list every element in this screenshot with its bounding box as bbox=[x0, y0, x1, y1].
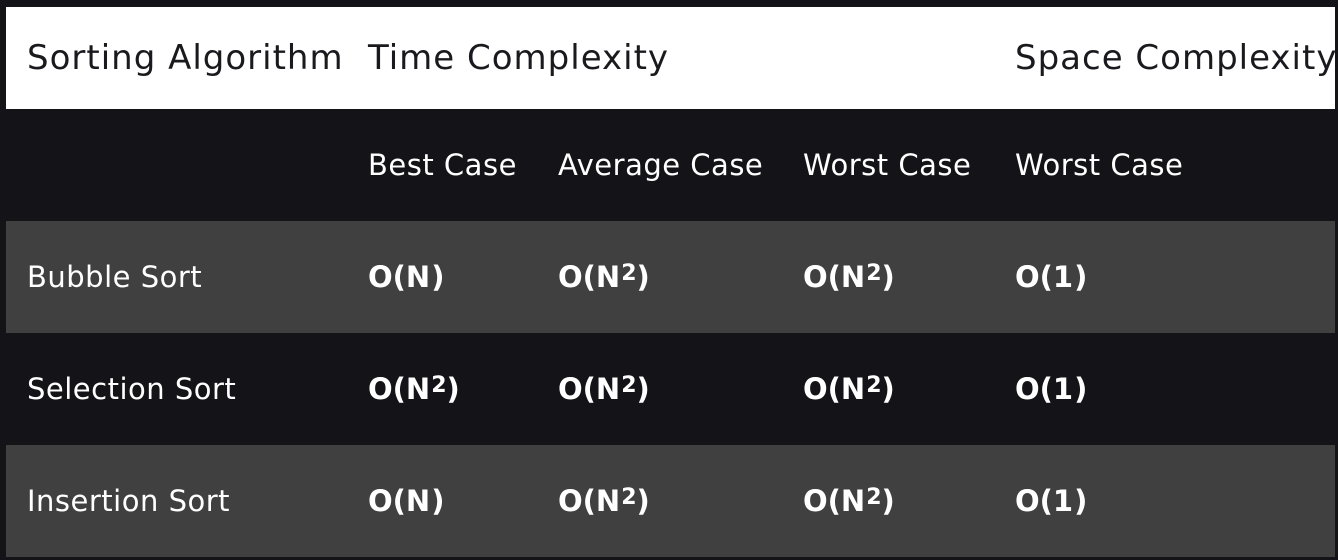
worst-case-value: O(N 2) bbox=[803, 484, 895, 518]
worst-case-value: O(N 2) bbox=[803, 372, 895, 406]
space-complexity-value: O(1) bbox=[1015, 484, 1088, 518]
header-space-complexity: Space Complexity bbox=[1015, 38, 1338, 78]
algorithm-name: Insertion Sort bbox=[27, 484, 231, 518]
header-time-complexity: Time Complexity bbox=[368, 38, 670, 78]
table-row: Selection Sort O(N 2) O(N 2) O(N 2) O(1) bbox=[6, 333, 1335, 445]
best-case-value: O(N) bbox=[368, 484, 445, 518]
algorithm-name: Selection Sort bbox=[27, 372, 237, 406]
table-row: Insertion Sort O(N) O(N 2) O(N 2) O(1) bbox=[6, 445, 1335, 557]
table-row: Bubble Sort O(N) O(N 2) O(N 2) O(1) bbox=[6, 221, 1335, 333]
table-subheader-row: Best Case Average Case Worst Case Worst … bbox=[6, 109, 1335, 221]
subheader-worst-case: Worst Case bbox=[803, 148, 972, 182]
space-complexity-value: O(1) bbox=[1015, 372, 1088, 406]
average-case-value: O(N 2) bbox=[558, 372, 650, 406]
average-case-value: O(N 2) bbox=[558, 260, 650, 294]
header-sorting-algorithm: Sorting Algorithm bbox=[27, 38, 344, 78]
algorithm-name: Bubble Sort bbox=[27, 260, 203, 294]
worst-case-value: O(N 2) bbox=[803, 260, 895, 294]
subheader-best-case: Best Case bbox=[368, 148, 517, 182]
table-header-row: Sorting Algorithm Time Complexity Space … bbox=[6, 7, 1338, 109]
subheader-average-case: Average Case bbox=[558, 148, 764, 182]
average-case-value: O(N 2) bbox=[558, 484, 650, 518]
subheader-space-worst-case: Worst Case bbox=[1015, 148, 1184, 182]
best-case-value: O(N 2) bbox=[368, 372, 460, 406]
best-case-value: O(N) bbox=[368, 260, 445, 294]
space-complexity-value: O(1) bbox=[1015, 260, 1088, 294]
